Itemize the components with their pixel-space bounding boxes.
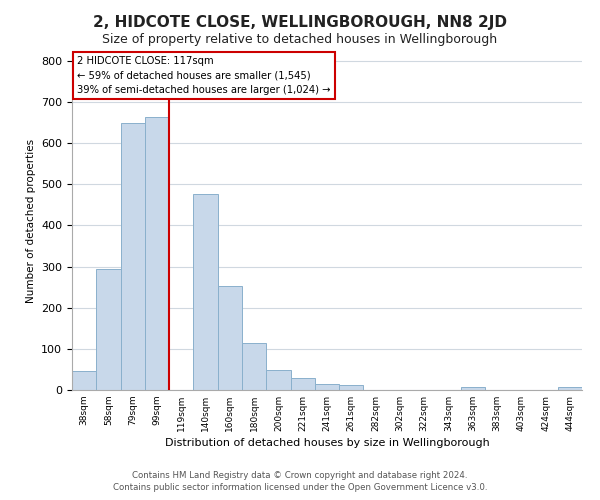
Bar bbox=[242, 344, 266, 390]
Bar bbox=[218, 286, 242, 390]
Bar bbox=[339, 384, 364, 390]
Bar bbox=[558, 387, 582, 390]
Bar bbox=[315, 384, 339, 390]
Text: 2 HIDCOTE CLOSE: 117sqm
← 59% of detached houses are smaller (1,545)
39% of semi: 2 HIDCOTE CLOSE: 117sqm ← 59% of detache… bbox=[77, 56, 331, 96]
Bar bbox=[461, 386, 485, 390]
Bar bbox=[145, 117, 169, 390]
Bar bbox=[193, 194, 218, 390]
Bar bbox=[96, 268, 121, 390]
Text: 2, HIDCOTE CLOSE, WELLINGBOROUGH, NN8 2JD: 2, HIDCOTE CLOSE, WELLINGBOROUGH, NN8 2J… bbox=[93, 15, 507, 30]
Bar bbox=[266, 370, 290, 390]
Text: Contains HM Land Registry data © Crown copyright and database right 2024.
Contai: Contains HM Land Registry data © Crown c… bbox=[113, 471, 487, 492]
Bar bbox=[290, 378, 315, 390]
Text: Size of property relative to detached houses in Wellingborough: Size of property relative to detached ho… bbox=[103, 32, 497, 46]
Bar bbox=[121, 124, 145, 390]
Y-axis label: Number of detached properties: Number of detached properties bbox=[26, 139, 35, 304]
X-axis label: Distribution of detached houses by size in Wellingborough: Distribution of detached houses by size … bbox=[164, 438, 490, 448]
Bar bbox=[72, 370, 96, 390]
